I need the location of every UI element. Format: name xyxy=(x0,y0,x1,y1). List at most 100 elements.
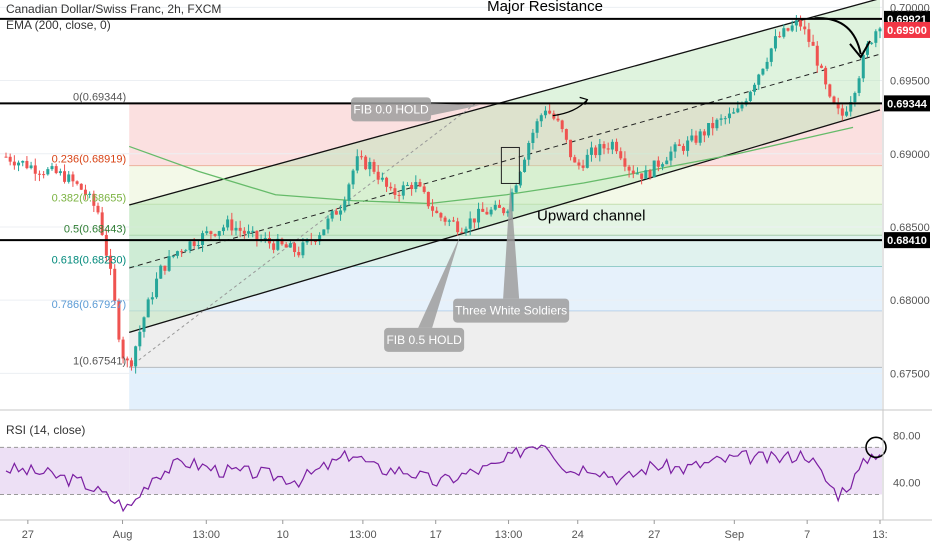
candle-20 xyxy=(88,191,92,199)
fib-label-5: 0.786(0.67927) xyxy=(52,299,127,311)
candle-49 xyxy=(209,230,213,241)
candle-70 xyxy=(297,246,301,258)
candle-104 xyxy=(439,211,443,222)
candle-60 xyxy=(255,230,259,247)
candle-67 xyxy=(284,241,288,248)
level-tag-2 xyxy=(884,95,930,112)
fibonacci-labels: 0(0.69344) 0.236(0.68919) 0.382(0.68655) 0.… xyxy=(52,91,127,367)
price-tick-4: 0.69500 xyxy=(890,76,930,88)
candle-129 xyxy=(543,106,547,119)
candle-112 xyxy=(472,218,476,229)
candle-69 xyxy=(293,241,297,257)
candle-51 xyxy=(217,230,221,241)
candle-181 xyxy=(761,68,765,76)
rsi-label: RSI (14, close) xyxy=(6,423,85,437)
candle-102 xyxy=(431,199,435,217)
candle-86 xyxy=(364,155,368,171)
candle-48 xyxy=(205,226,209,236)
fib-zone-2 xyxy=(129,204,883,236)
fib-zone-1 xyxy=(129,165,883,205)
candle-96 xyxy=(405,182,409,186)
candle-39 xyxy=(167,249,171,272)
candle-52 xyxy=(221,224,225,236)
candle-182 xyxy=(765,57,769,72)
x-tick-label-9: Sep xyxy=(725,529,745,541)
candle-189 xyxy=(794,15,798,32)
candle-108 xyxy=(456,217,460,236)
candle-25 xyxy=(109,248,113,276)
candle-80 xyxy=(339,205,343,221)
candle-205 xyxy=(861,50,865,83)
candle-138 xyxy=(581,159,585,172)
candle-194 xyxy=(815,41,819,73)
candle-109 xyxy=(460,227,464,234)
candle-200 xyxy=(840,104,844,121)
svg-text:Three White Soldiers: Three White Soldiers xyxy=(455,304,567,318)
candle-44 xyxy=(188,240,192,254)
x-tick-label-2: 13:00 xyxy=(193,529,221,541)
candle-5 xyxy=(25,156,29,170)
candle-148 xyxy=(623,151,627,172)
candle-28 xyxy=(121,336,125,364)
candle-137 xyxy=(577,159,581,170)
candle-167 xyxy=(702,129,706,143)
annotation-fib-05-hold: FIB 0.5 HOLD xyxy=(384,235,465,352)
candle-183 xyxy=(769,47,773,67)
candle-116 xyxy=(489,206,493,217)
candle-115 xyxy=(485,207,489,215)
candle-83 xyxy=(351,168,355,189)
rsi-band-fill-right xyxy=(129,447,883,495)
svg-text:FIB 0.5 HOLD: FIB 0.5 HOLD xyxy=(386,333,462,347)
price-tick-2: 0.68500 xyxy=(890,222,930,234)
fib-label-1: 0.236(0.68919) xyxy=(52,154,127,166)
candle-145 xyxy=(610,139,614,155)
price-tick-1: 0.68000 xyxy=(890,295,930,307)
candle-124 xyxy=(523,157,527,173)
candle-208 xyxy=(874,29,878,48)
fib-zone-below xyxy=(129,367,883,410)
candle-154 xyxy=(648,168,652,180)
candle-24 xyxy=(104,229,108,262)
level-label-2: 0.69344 xyxy=(887,98,928,110)
candle-192 xyxy=(807,22,811,48)
candle-84 xyxy=(355,149,359,174)
x-tick-label-0: 27 xyxy=(22,529,34,541)
candle-75 xyxy=(318,232,322,246)
candle-6 xyxy=(29,161,33,170)
candle-166 xyxy=(698,128,702,146)
candle-14 xyxy=(63,164,67,184)
candle-31 xyxy=(134,345,138,374)
candle-155 xyxy=(652,160,656,178)
candle-173 xyxy=(727,107,731,124)
x-tick-label-4: 13:00 xyxy=(349,529,377,541)
bounce-arrow xyxy=(552,99,588,117)
annotation-three-white-soldiers: Three White Soldiers xyxy=(453,146,570,323)
candle-184 xyxy=(773,29,777,52)
candle-101 xyxy=(426,191,430,209)
channel-fill xyxy=(129,0,880,333)
price-tick-5: 0.70000 xyxy=(890,2,930,14)
candle-111 xyxy=(468,211,472,236)
candle-43 xyxy=(184,248,188,252)
candle-134 xyxy=(564,128,568,143)
fib-label-6: 1(0.67541) xyxy=(73,355,126,367)
fib-trend-line xyxy=(128,102,477,368)
candle-23 xyxy=(100,206,104,236)
candle-47 xyxy=(201,230,205,252)
candle-71 xyxy=(301,238,305,259)
candle-50 xyxy=(213,233,217,238)
candle-123 xyxy=(518,170,522,188)
price-tick-3: 0.69000 xyxy=(890,149,930,161)
candle-93 xyxy=(393,184,397,200)
candle-98 xyxy=(414,175,418,193)
candle-199 xyxy=(836,97,840,115)
candle-207 xyxy=(870,41,874,45)
candle-159 xyxy=(669,146,673,166)
candle-146 xyxy=(615,138,619,154)
candle-157 xyxy=(661,162,665,171)
candle-90 xyxy=(380,172,384,182)
candle-100 xyxy=(422,183,426,194)
